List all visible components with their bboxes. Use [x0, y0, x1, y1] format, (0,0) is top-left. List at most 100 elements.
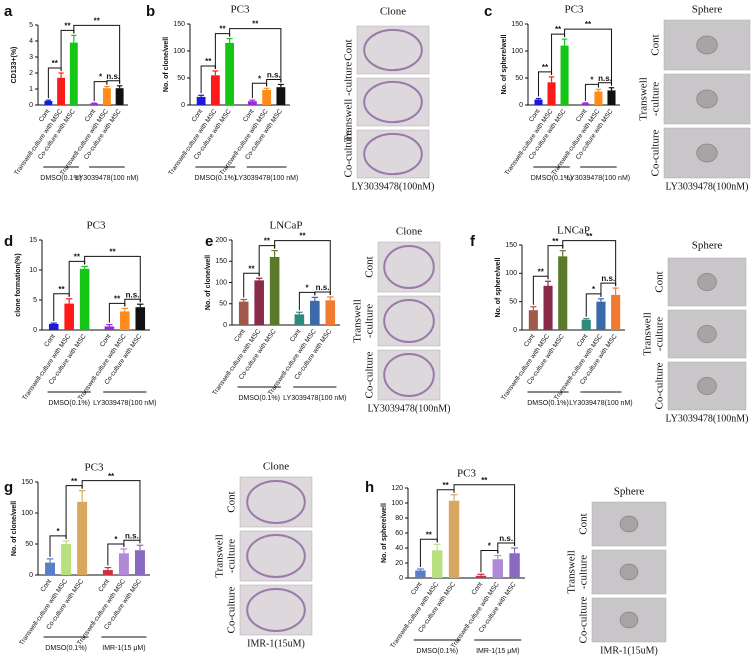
micrograph: [239, 584, 313, 636]
bar: [120, 311, 130, 330]
micrograph: [377, 241, 441, 293]
bar: [611, 294, 621, 330]
micrograph-feature: [619, 515, 639, 533]
row-label: Transwell: [638, 77, 650, 121]
row-label: Transwell: [566, 550, 578, 594]
bar: [210, 75, 220, 105]
row-label: Transwell -culture: [343, 62, 355, 143]
row-label: Transwell: [214, 534, 226, 578]
y-tick-label: 50: [509, 299, 517, 306]
micrograph-feature: [619, 563, 639, 581]
y-tick-label: 0: [513, 327, 517, 334]
significance-bracket: [124, 298, 141, 307]
row-label: Co-culture: [654, 362, 666, 409]
bar: [509, 553, 520, 578]
significance-label: **: [205, 57, 212, 66]
significance-label: **: [552, 237, 559, 246]
y-axis-label: No. of clone/well: [11, 501, 18, 556]
significance-label: **: [586, 232, 593, 241]
row-label: Co-culture: [226, 586, 238, 633]
significance-bracket: [564, 28, 612, 86]
row-label: Cont: [578, 513, 590, 534]
bar: [547, 82, 556, 105]
panel-letter: a: [4, 3, 13, 20]
significance-bracket: [597, 82, 612, 88]
significance-label: **: [264, 237, 271, 246]
y-tick-label: 100: [391, 500, 403, 507]
bar: [102, 88, 111, 105]
y-tick-label: 100: [511, 48, 523, 55]
bar: [247, 101, 257, 105]
micrograph-feature: [363, 28, 423, 72]
bar: [44, 101, 53, 105]
image-caption: LY3039478(100nM): [666, 413, 749, 424]
x-tick-label: Cont: [97, 578, 111, 593]
bar: [560, 45, 569, 105]
panel-letter: d: [4, 233, 13, 250]
y-axis-label: No. of sphere/well: [495, 257, 502, 317]
micrograph: [663, 127, 751, 179]
micrograph: [356, 129, 430, 179]
panel-letter: e: [205, 233, 213, 250]
bar: [77, 501, 88, 575]
row-label: -culture: [650, 82, 662, 116]
micrograph-feature: [246, 534, 306, 578]
panel-letter: h: [365, 479, 374, 496]
y-tick-label: 0: [181, 102, 185, 109]
y-axis-label: CD133+(%): [11, 47, 18, 84]
micrograph-feature: [697, 376, 717, 396]
significance-label: n.s.: [601, 274, 615, 283]
image-header: Sphere: [614, 486, 645, 498]
significance-label: n.s.: [106, 72, 120, 81]
x-tick-label: Cont: [242, 108, 256, 123]
y-tick-label: 40: [395, 545, 403, 552]
y-tick-label: 0: [29, 572, 33, 579]
significance-label: **: [219, 25, 226, 34]
y-tick-label: 100: [173, 48, 185, 55]
micrograph: [377, 295, 441, 347]
micrograph-feature: [697, 324, 717, 344]
bar: [269, 257, 280, 325]
panel-letter: f: [470, 233, 476, 250]
group-label: DMSO(0.1%): [238, 395, 280, 402]
bar: [310, 300, 320, 325]
bar: [534, 99, 543, 105]
micrograph: [239, 476, 313, 528]
bar: [276, 87, 286, 105]
row-label: Transwell: [352, 299, 364, 343]
micrograph-feature: [619, 611, 639, 629]
micrograph: [377, 349, 441, 401]
significance-label: *: [114, 535, 118, 544]
y-tick-label: 1: [29, 86, 33, 93]
image-caption: IMR-1(15uM): [600, 645, 658, 656]
image-caption: LY3039478(100nM): [352, 181, 435, 192]
significance-label: *: [590, 75, 594, 84]
micrograph-feature: [696, 143, 718, 163]
row-label: Cont: [654, 271, 666, 292]
row-label: -culture: [578, 555, 590, 589]
y-tick-label: 0: [29, 102, 33, 109]
group-label: DMSO(0.1%): [45, 645, 87, 652]
y-tick-label: 150: [511, 21, 523, 28]
significance-label: *: [306, 283, 310, 292]
bar: [118, 553, 129, 575]
micrograph-feature: [363, 80, 423, 124]
chart-title: PC3: [85, 462, 104, 474]
bar: [79, 268, 90, 330]
bar: [581, 319, 591, 330]
significance-label: **: [248, 264, 255, 273]
bar: [135, 307, 146, 330]
x-tick-label: Cont: [289, 328, 303, 343]
y-tick-label: 100: [21, 510, 33, 517]
bar: [115, 88, 124, 105]
significance-bracket: [600, 282, 617, 297]
significance-label: *: [592, 285, 596, 294]
image-header: Clone: [380, 6, 406, 18]
group-label: DMSO(0.1%): [40, 175, 82, 182]
significance-label: **: [585, 20, 592, 29]
image-caption: LY3039478(100nM): [368, 403, 451, 414]
significance-label: **: [64, 22, 71, 31]
micrograph-feature: [246, 588, 306, 632]
y-tick-label: 50: [515, 75, 523, 82]
group-label: IMR-1(15 μM): [102, 645, 145, 652]
